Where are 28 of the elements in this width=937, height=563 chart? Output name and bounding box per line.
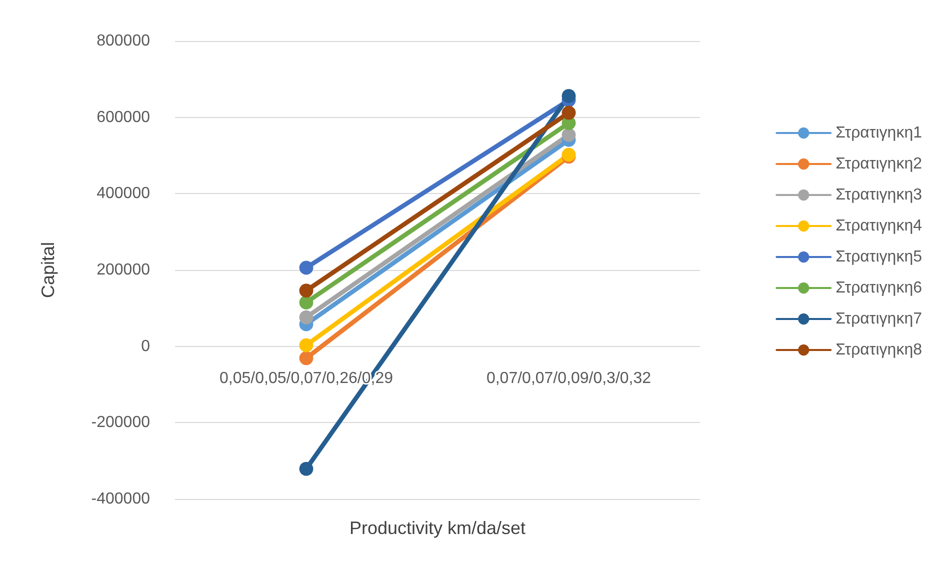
point xyxy=(299,351,314,366)
point xyxy=(299,284,314,298)
point xyxy=(299,462,314,476)
point xyxy=(299,338,314,352)
legend-label: Στρατιγηκη8 xyxy=(836,342,922,358)
y-tick-label: -400000 xyxy=(91,490,150,508)
x-axis-title: Productivity km/da/set xyxy=(349,518,526,538)
legend-label: Στρατιγηκη3 xyxy=(836,186,922,204)
point xyxy=(299,260,314,275)
point xyxy=(299,295,314,310)
y-tick-label: 800000 xyxy=(96,32,150,50)
legend-label: Στρατιγηκη6 xyxy=(836,280,922,296)
legend-label: Στρατιγηκη5 xyxy=(836,248,922,266)
y-tick-label: 400000 xyxy=(96,185,150,202)
point xyxy=(562,106,576,120)
legend-label: Στρατιγηκη4 xyxy=(836,218,922,234)
point xyxy=(562,128,576,142)
legend-label: Στρατιγηκη7 xyxy=(836,310,922,328)
y-tick-label: 200000 xyxy=(96,262,150,278)
legend-label: Στρατιγηκη1 xyxy=(836,124,922,142)
y-tick-label: -200000 xyxy=(91,414,150,432)
point xyxy=(299,310,314,324)
y-axis-title: Capital xyxy=(38,242,58,298)
point xyxy=(562,88,576,103)
y-tick-label: 0 xyxy=(141,338,150,355)
legend-label: Στρατιγηκη2 xyxy=(836,156,922,172)
y-tick-label: 600000 xyxy=(96,108,150,126)
x-tick-label: 0,07/0,07/0,09/0,3/0,32 xyxy=(486,370,652,387)
